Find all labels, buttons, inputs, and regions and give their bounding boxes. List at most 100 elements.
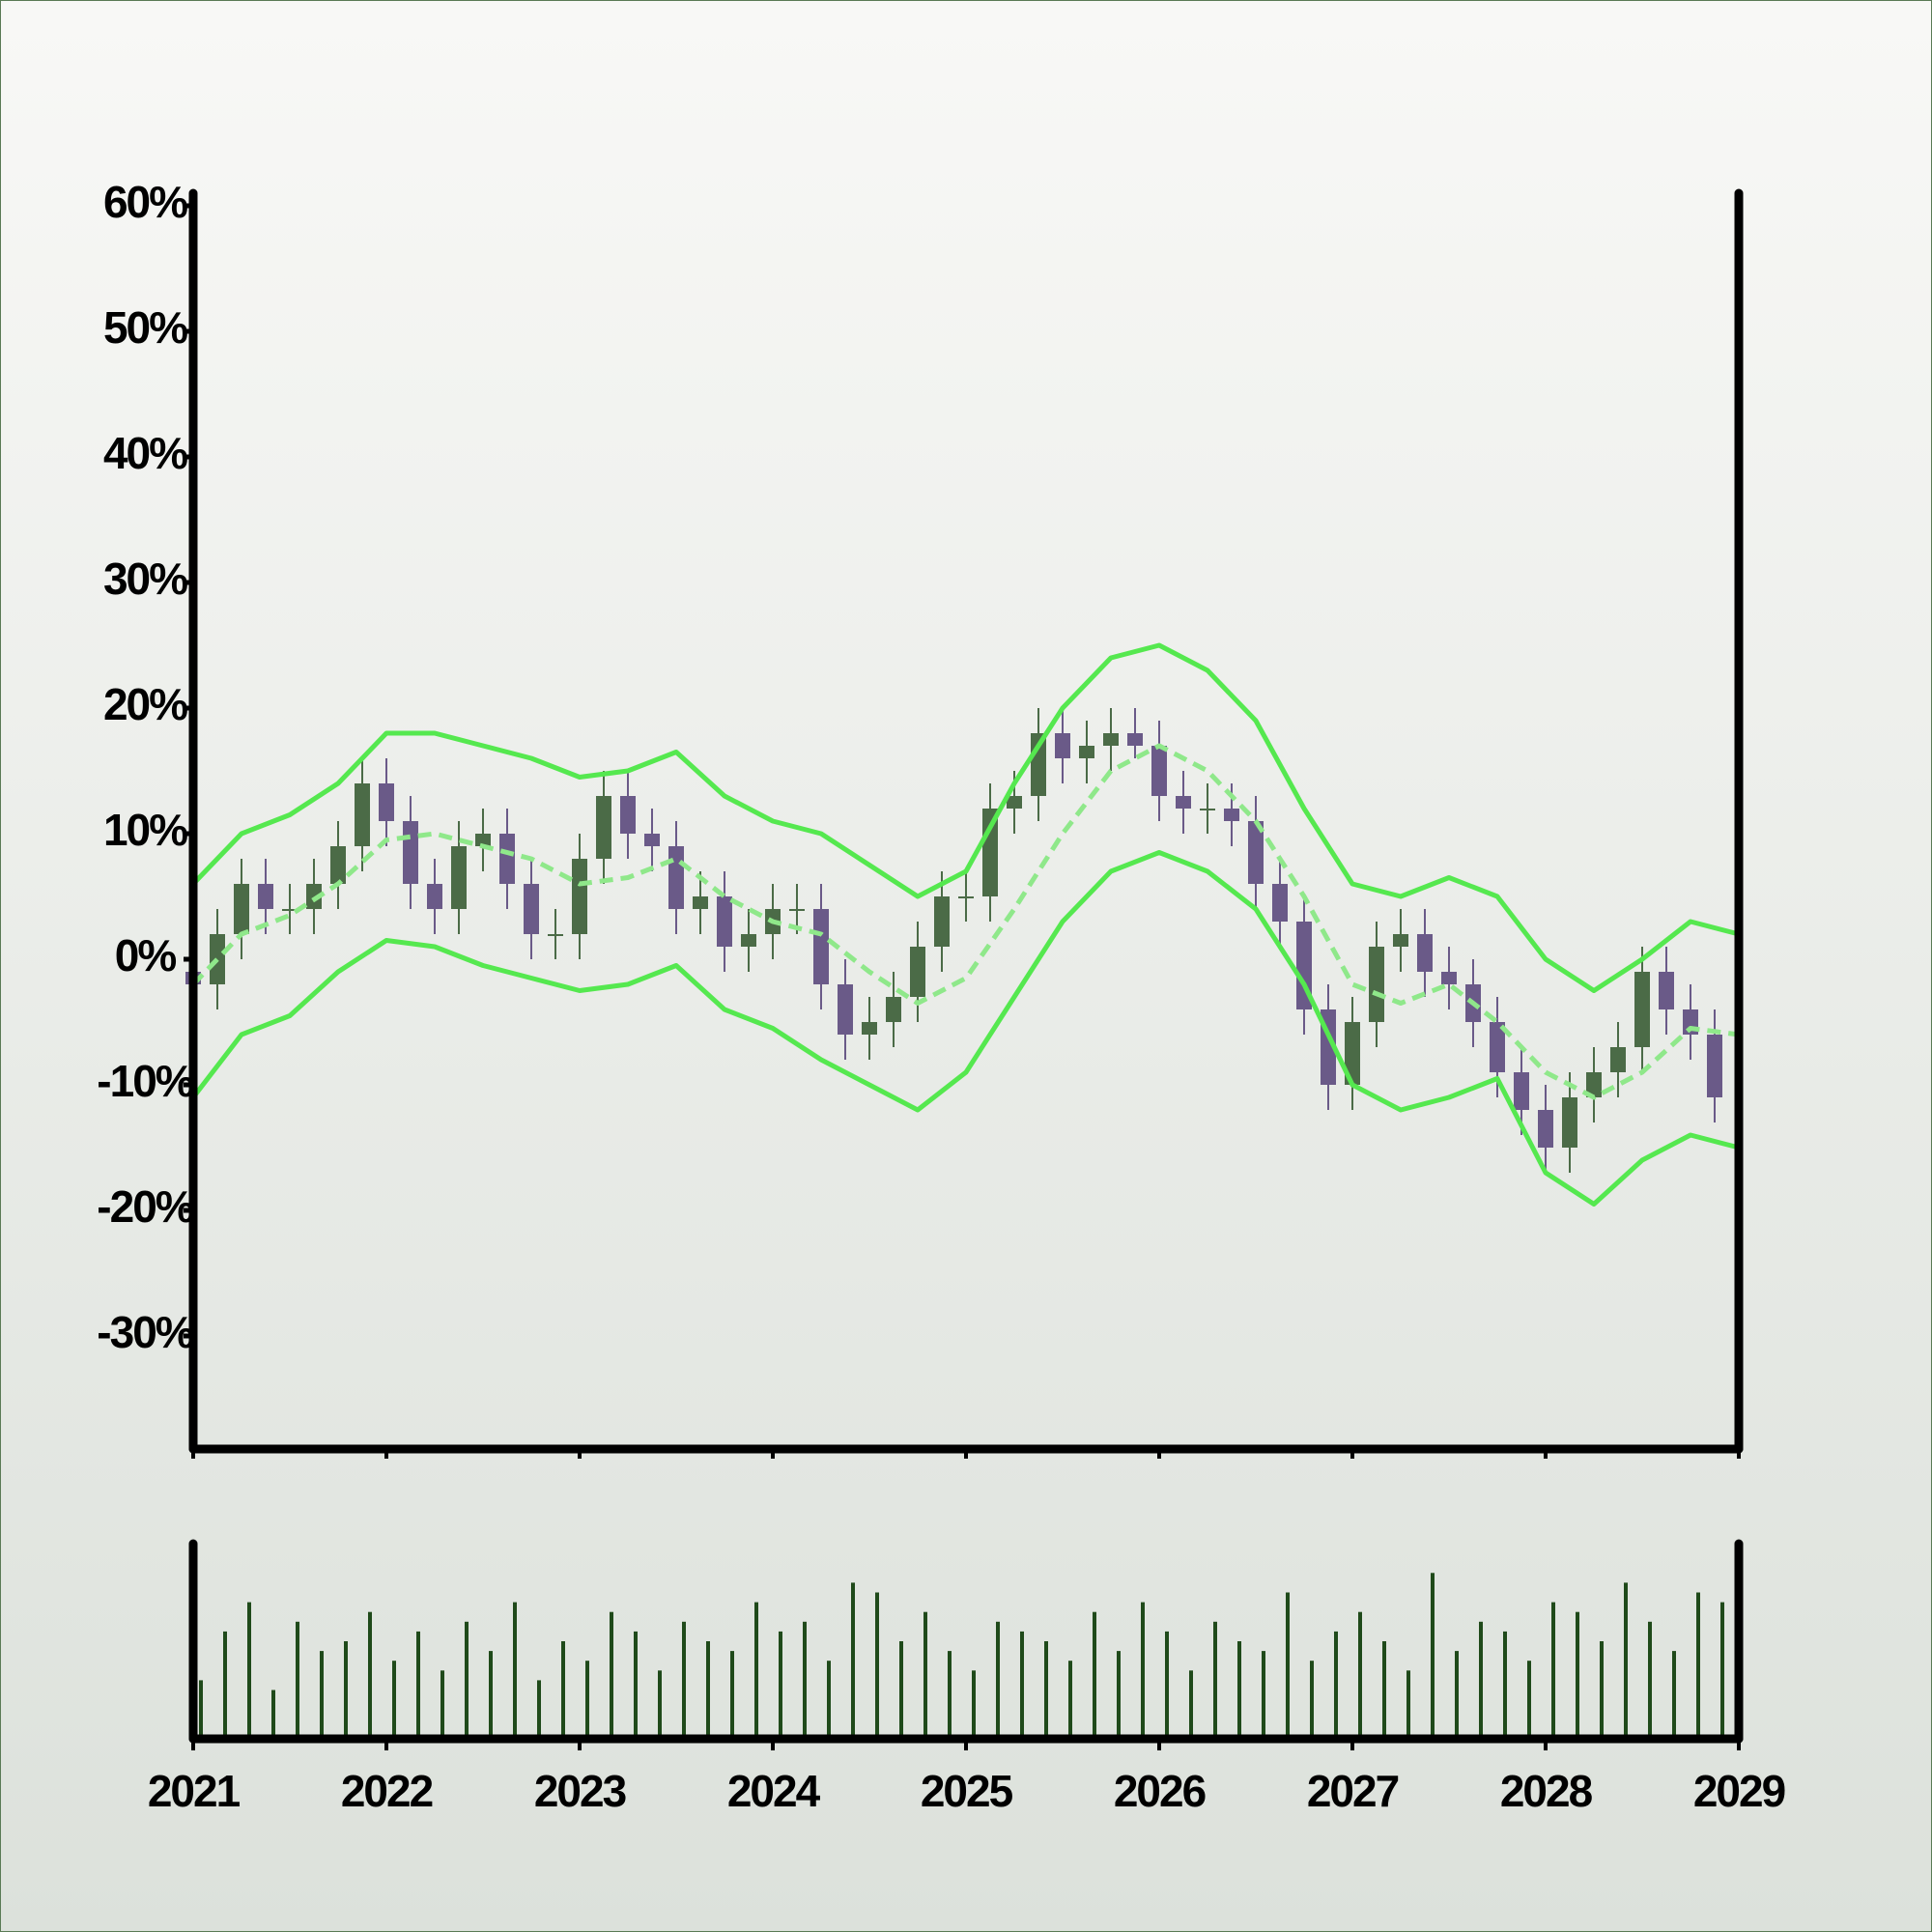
candle-body [379, 783, 394, 821]
candle-body [234, 884, 249, 934]
candle-body [1490, 1022, 1505, 1072]
candle-body [862, 1022, 877, 1035]
candle-body [1586, 1072, 1602, 1097]
volume-bar [754, 1602, 758, 1739]
candle-body [427, 884, 442, 909]
volume-bar [1600, 1641, 1604, 1739]
volume-bar [803, 1621, 807, 1739]
candle-body [499, 834, 515, 884]
x-tick-label: 2023 [534, 1766, 626, 1816]
volume-bar [1431, 1573, 1435, 1739]
candle-body [668, 846, 684, 909]
volume-bar [634, 1631, 638, 1739]
band-line [191, 743, 1740, 1100]
candle-body [1562, 1097, 1577, 1148]
volume-bar [1165, 1631, 1169, 1739]
volume-bar [996, 1621, 1000, 1739]
candle-body [210, 934, 225, 984]
volume-bar [368, 1611, 372, 1739]
volume-bar [271, 1690, 275, 1739]
x-tick-label: 2022 [341, 1766, 433, 1816]
candle-body [1659, 972, 1674, 1009]
candle-body [1514, 1072, 1529, 1110]
candle-body [1707, 1035, 1722, 1097]
x-tick-label: 2026 [1114, 1766, 1206, 1816]
volume-bar [1406, 1670, 1410, 1739]
volume-bar [489, 1651, 493, 1739]
volume-bar [1093, 1611, 1096, 1739]
candle-body [1079, 746, 1094, 758]
candle-body [1272, 884, 1288, 922]
volume-bar [706, 1641, 710, 1739]
candle-body [1610, 1047, 1626, 1072]
volume-bar [1334, 1631, 1338, 1739]
y-tick-label: -30% [97, 1307, 193, 1357]
volume-bar [440, 1670, 444, 1739]
candle-body [596, 796, 611, 859]
candle-body [1176, 796, 1191, 809]
volume-bar [537, 1680, 541, 1739]
candle-body [1224, 809, 1239, 821]
volume-bar [223, 1631, 227, 1739]
candle-body [620, 796, 636, 834]
candle-body [306, 884, 322, 909]
x-tick-label: 2029 [1693, 1766, 1785, 1816]
candle-body [355, 783, 370, 846]
volume-bar [730, 1651, 734, 1739]
candle-body [1248, 821, 1264, 884]
candle-body [282, 909, 298, 911]
volume-bar [1358, 1611, 1362, 1739]
candle-body [258, 884, 273, 909]
volume-bar [1237, 1641, 1241, 1739]
y-tick-label: -10% [97, 1056, 193, 1106]
volume-bar [247, 1602, 251, 1739]
y-tick-label: 60% [103, 177, 187, 227]
y-tick-label: 10% [103, 805, 187, 855]
candle-body [548, 934, 563, 936]
candle-body [1007, 796, 1022, 809]
band-line [191, 850, 1740, 1207]
volume-bar [1020, 1631, 1024, 1739]
candle-body [717, 896, 732, 947]
volume-bar [1189, 1670, 1193, 1739]
volume-bar [1720, 1602, 1724, 1739]
volume-bar [1648, 1621, 1652, 1739]
volume-bar [779, 1631, 782, 1739]
candle-body [1103, 733, 1119, 746]
x-tick-label: 2025 [921, 1766, 1013, 1816]
x-tick-label: 2021 [148, 1766, 241, 1816]
volume-bar [465, 1621, 469, 1739]
candle-body [1393, 934, 1408, 947]
volume-bar [851, 1582, 855, 1739]
x-tick-label: 2028 [1500, 1766, 1593, 1816]
candle-body [1345, 1022, 1360, 1085]
candle-body [789, 909, 805, 911]
candle-body [741, 934, 756, 947]
candle-body [572, 859, 587, 934]
candle-body [838, 984, 853, 1035]
volume-bar [658, 1670, 662, 1739]
candle-body [1369, 947, 1384, 1022]
volume-bar [1576, 1611, 1579, 1739]
candle-body [1538, 1110, 1553, 1148]
volume-bar [875, 1592, 879, 1739]
candle-body [813, 909, 829, 984]
candle-body [1441, 972, 1457, 984]
candle-body [330, 846, 346, 884]
candle-body [451, 846, 467, 909]
volume-bar [1044, 1641, 1048, 1739]
volume-bar [1068, 1661, 1072, 1739]
volume-bar [561, 1641, 565, 1739]
candle-body [1634, 972, 1650, 1047]
candle-body [1055, 733, 1070, 758]
candle-body [644, 834, 660, 846]
volume-bar [682, 1621, 686, 1739]
volume-bar [416, 1631, 420, 1739]
volume-bar [1213, 1621, 1217, 1739]
candle-body [1151, 746, 1167, 796]
volume-bar [1503, 1631, 1507, 1739]
volume-bar [1696, 1592, 1700, 1739]
